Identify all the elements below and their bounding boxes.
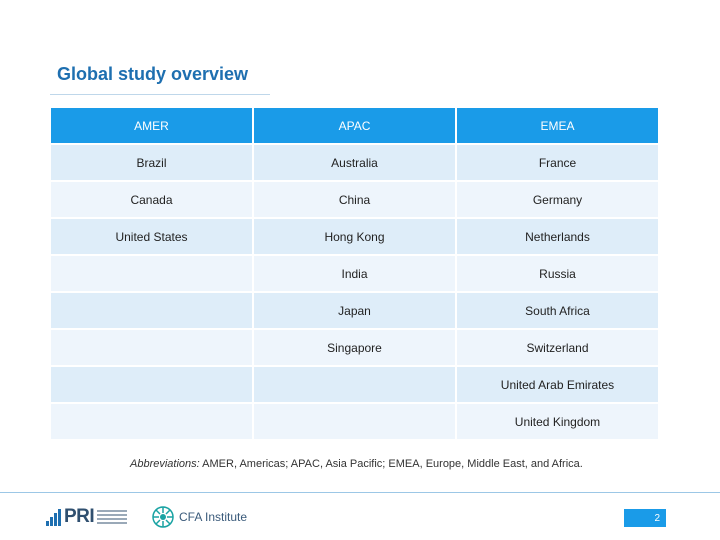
apac-cell: Singapore	[254, 330, 455, 365]
header-apac: APAC	[254, 108, 455, 143]
emea-cell: South Africa	[457, 293, 658, 328]
page-title: Global study overview	[57, 64, 249, 84]
amer-cell	[51, 293, 252, 328]
amer-cell	[51, 367, 252, 402]
page-number: 2	[624, 509, 666, 527]
pri-bars-icon	[46, 508, 61, 526]
pri-logo: PRI	[46, 506, 128, 528]
header-emea: EMEA	[457, 108, 658, 143]
study-table: AMER APAC EMEA Brazil Australia France C…	[49, 106, 660, 441]
cfa-logo-text: CFA Institute	[179, 510, 248, 524]
emea-cell: France	[457, 145, 658, 180]
table-row: Brazil Australia France	[51, 145, 658, 180]
apac-cell	[254, 367, 455, 402]
amer-cell: Canada	[51, 182, 252, 217]
table-row: Japan South Africa	[51, 293, 658, 328]
apac-cell: Hong Kong	[254, 219, 455, 254]
table-row: United Arab Emirates	[51, 367, 658, 402]
apac-cell: Australia	[254, 145, 455, 180]
emea-cell: United Kingdom	[457, 404, 658, 439]
apac-cell: China	[254, 182, 455, 217]
table-row: United Kingdom	[51, 404, 658, 439]
amer-cell	[51, 330, 252, 365]
pri-logo-text: PRI	[64, 506, 95, 527]
cfa-globe-icon	[152, 506, 174, 528]
pri-tagline-icon	[97, 510, 128, 524]
apac-cell: India	[254, 256, 455, 291]
abbreviations-footnote: Abbreviations: AMER, Americas; APAC, Asi…	[130, 458, 583, 470]
title-divider	[50, 94, 270, 95]
table-header-row: AMER APAC EMEA	[51, 108, 658, 143]
apac-cell: Japan	[254, 293, 455, 328]
table-row: Singapore Switzerland	[51, 330, 658, 365]
amer-cell	[51, 256, 252, 291]
header-amer: AMER	[51, 108, 252, 143]
amer-cell: Brazil	[51, 145, 252, 180]
emea-cell: Russia	[457, 256, 658, 291]
emea-cell: Germany	[457, 182, 658, 217]
emea-cell: Switzerland	[457, 330, 658, 365]
emea-cell: United Arab Emirates	[457, 367, 658, 402]
cfa-logo: CFA Institute	[152, 506, 247, 528]
apac-cell	[254, 404, 455, 439]
table-row: Canada China Germany	[51, 182, 658, 217]
footnote-text: AMER, Americas; APAC, Asia Pacific; EMEA…	[199, 458, 583, 470]
table-row: United States Hong Kong Netherlands	[51, 219, 658, 254]
table-row: India Russia	[51, 256, 658, 291]
footer-divider	[0, 492, 720, 493]
amer-cell: United States	[51, 219, 252, 254]
amer-cell	[51, 404, 252, 439]
footnote-label: Abbreviations:	[130, 458, 200, 470]
emea-cell: Netherlands	[457, 219, 658, 254]
